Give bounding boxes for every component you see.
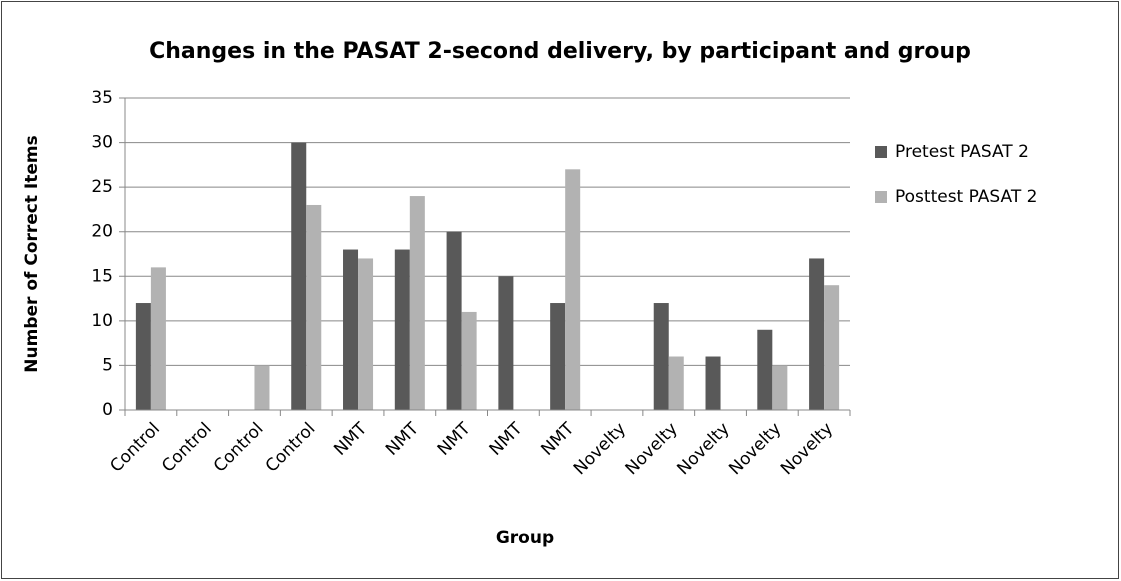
bar	[668, 356, 684, 410]
bar	[306, 204, 322, 410]
bar	[461, 311, 477, 410]
bar	[705, 356, 721, 410]
y-tick-label: 10	[91, 311, 113, 331]
bar	[550, 303, 566, 410]
y-tick-label: 5	[102, 355, 113, 375]
bar	[653, 303, 669, 410]
bar	[498, 276, 514, 410]
bar	[409, 196, 425, 410]
bar	[135, 303, 151, 410]
bar	[757, 329, 773, 410]
bar	[394, 249, 410, 410]
bar	[358, 258, 374, 410]
bar	[150, 267, 166, 410]
y-tick-label: 25	[91, 177, 113, 197]
y-tick-label: 15	[91, 266, 113, 286]
y-axis-label: Number of Correct Items	[22, 135, 42, 372]
y-tick-label: 20	[91, 222, 113, 242]
x-axis-label: Group	[496, 528, 554, 548]
legend-label: Posttest PASAT 2	[895, 187, 1037, 207]
chart-title: Changes in the PASAT 2-second delivery, …	[149, 39, 971, 64]
legend-swatch	[875, 146, 887, 158]
y-tick-label: 0	[102, 400, 113, 420]
bar	[809, 258, 825, 410]
bar	[343, 249, 359, 410]
legend-label: Pretest PASAT 2	[895, 142, 1029, 162]
y-tick-label: 30	[91, 133, 113, 153]
bar	[565, 169, 581, 410]
bar	[291, 142, 307, 411]
bar	[824, 285, 840, 410]
bar	[772, 365, 788, 410]
bar	[446, 231, 462, 410]
bar	[254, 365, 270, 410]
legend-swatch	[875, 191, 887, 203]
y-tick-label: 35	[91, 88, 113, 108]
